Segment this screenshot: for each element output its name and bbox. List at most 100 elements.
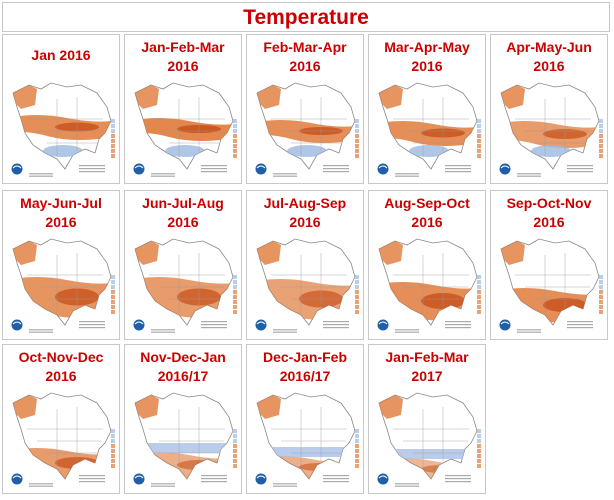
legend-swatch xyxy=(355,444,359,448)
noaa-logo xyxy=(498,318,512,332)
legend-swatch xyxy=(599,290,603,294)
legend-swatch xyxy=(355,149,359,153)
anomalies xyxy=(257,85,355,157)
panel-label: Aug-Sep-Oct 2016 xyxy=(369,194,485,232)
legend-swatch xyxy=(355,129,359,133)
alaska-warm xyxy=(379,241,403,265)
legend-swatch xyxy=(477,129,481,133)
legend-swatch xyxy=(233,275,237,279)
forecast-map xyxy=(498,82,603,177)
legend-swatch xyxy=(355,154,359,158)
legend-swatch xyxy=(233,134,237,138)
warm-core xyxy=(421,465,465,473)
legend-swatch xyxy=(477,305,481,309)
caption-line xyxy=(151,332,175,333)
caption-line xyxy=(395,329,419,330)
label-line: 2016 xyxy=(411,214,443,230)
anomalies xyxy=(379,85,477,157)
legend-swatch xyxy=(111,305,115,309)
map-panel: Dec-Jan-Feb 2016/17 xyxy=(246,344,364,494)
noaa-logo xyxy=(132,162,146,176)
legend-swatch xyxy=(111,124,115,128)
noaa-logo xyxy=(498,162,512,176)
caption-line xyxy=(29,330,53,332)
legend-swatch xyxy=(233,129,237,133)
caption-line xyxy=(445,171,471,173)
noaa-gull xyxy=(378,165,388,169)
caption-line xyxy=(79,321,105,323)
legend-swatch xyxy=(233,295,237,299)
noaa-logo xyxy=(132,318,146,332)
noaa-logo xyxy=(376,162,390,176)
label-line: 2017 xyxy=(411,368,443,384)
panel-label: Sep-Oct-Nov 2016 xyxy=(491,194,607,232)
panel-label: Jan 2016 xyxy=(3,38,119,65)
forecast-map xyxy=(498,238,603,333)
label-line: Jan 2016 xyxy=(31,47,91,63)
noaa-gull xyxy=(134,321,144,325)
caption-line xyxy=(445,327,471,329)
caption-line xyxy=(567,171,593,173)
caption-line xyxy=(29,484,53,486)
legend-swatch xyxy=(477,119,481,123)
noaa-logo xyxy=(254,318,268,332)
label-line: 2016 xyxy=(45,214,77,230)
cool-area xyxy=(531,145,571,157)
panel-label: Apr-May-Jun 2016 xyxy=(491,38,607,76)
cool-band xyxy=(383,449,473,459)
legend-swatch xyxy=(111,134,115,138)
legend-swatch xyxy=(599,144,603,148)
legend-swatch xyxy=(111,275,115,279)
legend-swatch xyxy=(477,429,481,433)
caption-line xyxy=(323,321,349,323)
label-line: 2016 xyxy=(533,214,565,230)
legend-swatch xyxy=(477,275,481,279)
map-panel: Jul-Aug-Sep 2016 xyxy=(246,190,364,340)
caption-line xyxy=(567,321,593,323)
legend-swatch xyxy=(355,429,359,433)
legend-swatch xyxy=(477,285,481,289)
legend-swatch xyxy=(355,464,359,468)
alaska-warm xyxy=(379,395,403,419)
alaska-warm xyxy=(501,241,525,265)
caption-line xyxy=(29,483,53,484)
caption-line xyxy=(395,173,419,174)
legend-swatch xyxy=(111,459,115,463)
caption-line xyxy=(273,329,297,330)
caption-line xyxy=(201,481,227,483)
legend-swatch xyxy=(233,290,237,294)
caption-line xyxy=(395,174,419,176)
noaa-gull xyxy=(134,165,144,169)
caption-line xyxy=(29,173,53,174)
caption-line xyxy=(201,321,227,323)
legend-swatch xyxy=(355,139,359,143)
legend-swatch xyxy=(599,149,603,153)
caption-line xyxy=(201,327,227,329)
legend-swatch xyxy=(111,280,115,284)
panel-label: Feb-Mar-Apr 2016 xyxy=(247,38,363,76)
legend-swatch xyxy=(233,300,237,304)
caption-line xyxy=(273,173,297,174)
caption-line xyxy=(151,329,175,330)
map-panel: Mar-Apr-May 2016 xyxy=(368,34,486,184)
legend-swatch xyxy=(355,434,359,438)
caption-line xyxy=(273,176,297,177)
map-panel: Oct-Nov-Dec 2016 xyxy=(2,344,120,494)
alaska-warm xyxy=(135,85,159,109)
caption-line xyxy=(79,324,105,326)
legend-swatch xyxy=(355,459,359,463)
caption-line xyxy=(323,481,349,483)
forecast-map xyxy=(10,82,115,177)
caption-line xyxy=(323,475,349,477)
legend-swatch xyxy=(355,280,359,284)
caption-line xyxy=(79,478,105,480)
legend-swatch xyxy=(233,154,237,158)
label-line: Dec-Jan-Feb xyxy=(262,349,348,365)
legend-swatch xyxy=(111,300,115,304)
caption-line xyxy=(323,327,349,329)
caption-line xyxy=(201,478,227,480)
legend-swatch xyxy=(477,154,481,158)
caption-line xyxy=(151,330,175,332)
legend-swatch xyxy=(477,144,481,148)
legend-swatch xyxy=(233,459,237,463)
